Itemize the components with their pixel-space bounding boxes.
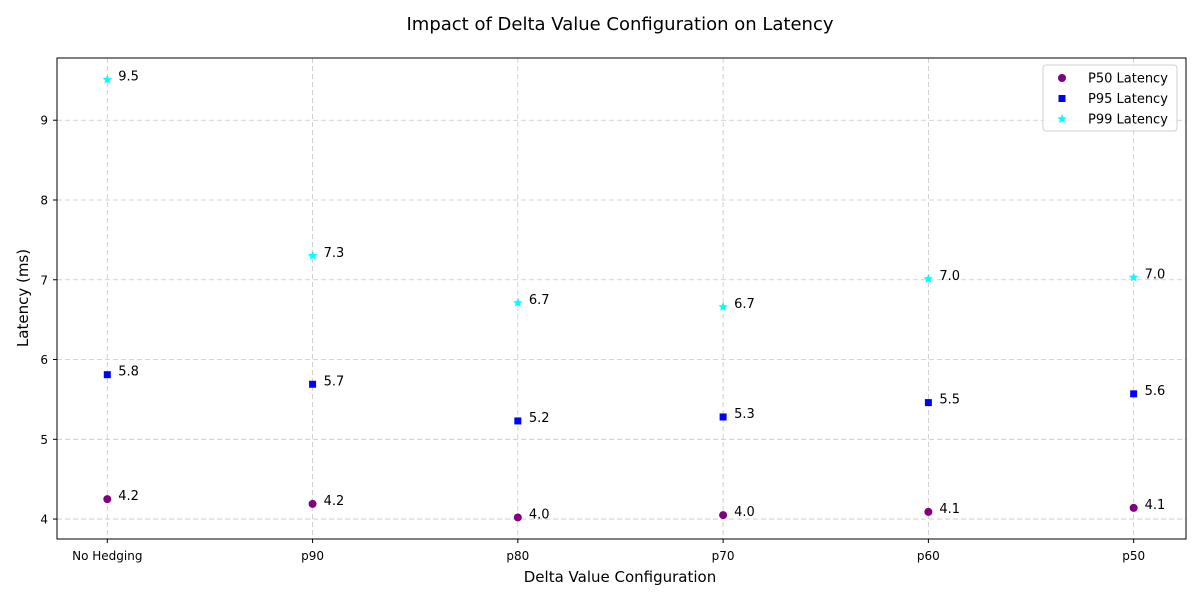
x-tick-label: p70	[712, 549, 735, 563]
x-tick-label: p60	[917, 549, 940, 563]
p99-latency-point	[1128, 272, 1139, 282]
p95-latency-data-label: 5.6	[1145, 384, 1166, 399]
legend-p50-latency-marker	[1058, 74, 1066, 82]
y-tick-label: 9	[40, 114, 48, 128]
p95-latency-point	[1130, 390, 1138, 398]
p99-latency-data-label: 7.0	[1145, 267, 1166, 282]
p50-latency-data-label: 4.0	[734, 505, 755, 520]
chart-title: Impact of Delta Value Configuration on L…	[406, 14, 833, 35]
p95-latency-data-label: 5.8	[118, 365, 139, 380]
y-axis-label: Latency (ms)	[14, 249, 32, 347]
p99-latency-point	[513, 297, 523, 307]
p50-latency-data-label: 4.2	[324, 494, 345, 509]
legend-p95-latency-label: P95 Latency	[1088, 92, 1168, 107]
p95-latency-point	[103, 371, 111, 379]
p99-latency-data-label: 7.3	[324, 246, 345, 261]
p95-latency-data-label: 5.2	[529, 411, 550, 426]
p50-latency-data-label: 4.2	[118, 489, 139, 504]
p99-latency-data-label: 6.7	[529, 293, 550, 308]
p50-latency-point	[513, 513, 522, 522]
p95-latency-point	[514, 417, 522, 425]
p95-latency-data-label: 5.3	[734, 407, 755, 422]
y-tick-label: 7	[40, 273, 48, 287]
legend-p99-latency-label: P99 Latency	[1088, 113, 1168, 128]
x-tick-label: p80	[506, 549, 529, 563]
y-tick-label: 5	[40, 433, 48, 447]
p99-latency-data-label: 9.5	[118, 70, 139, 85]
p99-latency-point	[718, 301, 728, 311]
p95-latency-point	[924, 399, 932, 407]
p50-latency-point	[1129, 503, 1138, 512]
p50-latency-point	[924, 507, 933, 516]
p50-latency-data-label: 4.1	[1145, 498, 1166, 513]
legend-box	[1042, 64, 1178, 132]
y-tick-label: 6	[40, 353, 48, 367]
legend: P50 Latency P95 Latency P99 Latency	[1042, 64, 1178, 132]
plot-frame	[56, 57, 1187, 540]
p95-latency-data-label: 5.5	[939, 393, 960, 408]
legend-p95-latency-marker	[1058, 95, 1066, 102]
p50-latency-data-label: 4.1	[939, 502, 960, 517]
p50-latency-point	[103, 495, 112, 504]
x-tick-label: p90	[301, 549, 324, 563]
x-tick-label: p50	[1122, 549, 1145, 563]
p99-latency-data-label: 6.7	[734, 297, 755, 312]
p95-latency-point	[309, 380, 317, 388]
p50-latency-data-label: 4.0	[529, 507, 550, 522]
p99-latency-data-label: 7.0	[939, 269, 960, 284]
marks-layer: 4.2 4.2 4.0 4.0 4.1 4.1 5.8 5.7 5.2 5.3 5.5 5.6 9.5 7…	[102, 70, 1166, 522]
p50-latency-point	[308, 499, 317, 508]
legend-p50-latency-label: P50 Latency	[1088, 72, 1168, 87]
x-axis-label: Delta Value Configuration	[524, 568, 716, 586]
y-tick-label: 4	[40, 513, 48, 527]
p95-latency-point	[719, 413, 727, 421]
x-tick-label: No Hedging	[72, 549, 142, 563]
legend-p99-latency-marker	[1057, 114, 1067, 124]
ticks-layer: No Hedging p90 p80 p70 p60 p50 4 5 6 7 8 9	[40, 114, 1145, 563]
p99-latency-point	[102, 74, 113, 84]
y-tick-label: 8	[40, 193, 48, 207]
grid-layer	[57, 58, 1186, 539]
p50-latency-point	[719, 511, 728, 520]
p95-latency-data-label: 5.7	[324, 374, 345, 389]
p99-latency-point	[307, 250, 318, 260]
p99-latency-point	[923, 273, 934, 283]
